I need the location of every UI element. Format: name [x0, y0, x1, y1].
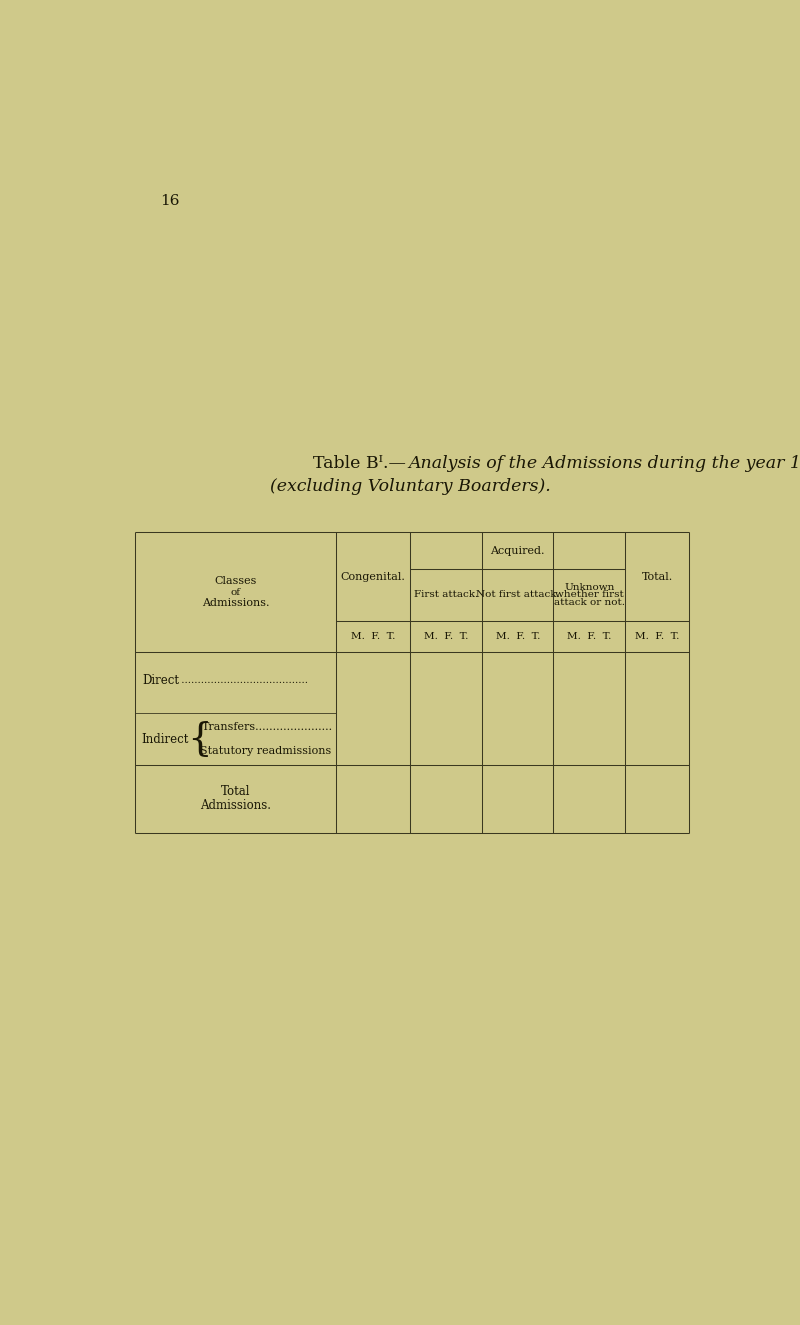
Text: Congenital.: Congenital. [341, 571, 406, 582]
Text: Not first attack.: Not first attack. [476, 591, 560, 599]
Text: Total: Total [221, 786, 250, 799]
Text: attack or not.: attack or not. [554, 598, 625, 607]
Text: M.  F.  T.: M. F. T. [567, 632, 612, 641]
Text: 16: 16 [161, 193, 180, 208]
Text: Classes: Classes [214, 576, 257, 587]
Text: {: { [187, 721, 212, 758]
Text: Analysis of the Admissions during the year 19…: Analysis of the Admissions during the ye… [409, 454, 800, 472]
Text: First attack.: First attack. [414, 591, 478, 599]
Text: whether first: whether first [555, 591, 624, 599]
Text: Transfers......................: Transfers...................... [202, 722, 333, 733]
Text: M.  F.  T.: M. F. T. [635, 632, 679, 641]
Text: Direct: Direct [142, 674, 180, 686]
Text: Table Bᴵ.—: Table Bᴵ.— [314, 454, 406, 472]
Text: Admissions.: Admissions. [200, 799, 271, 812]
Text: .......................................: ....................................... [178, 676, 307, 685]
Text: Acquired.: Acquired. [490, 546, 545, 555]
Text: Admissions.: Admissions. [202, 598, 270, 608]
Text: (excluding Voluntary Boarders).: (excluding Voluntary Boarders). [270, 478, 550, 494]
Text: of: of [230, 587, 241, 596]
Text: M.  F.  T.: M. F. T. [424, 632, 468, 641]
Text: Unknown: Unknown [564, 583, 614, 592]
Text: Indirect: Indirect [141, 733, 189, 746]
Text: Statutory readmissions: Statutory readmissions [200, 746, 331, 757]
Text: M.  F.  T.: M. F. T. [351, 632, 395, 641]
Text: M.  F.  T.: M. F. T. [495, 632, 540, 641]
Text: Total.: Total. [642, 571, 673, 582]
